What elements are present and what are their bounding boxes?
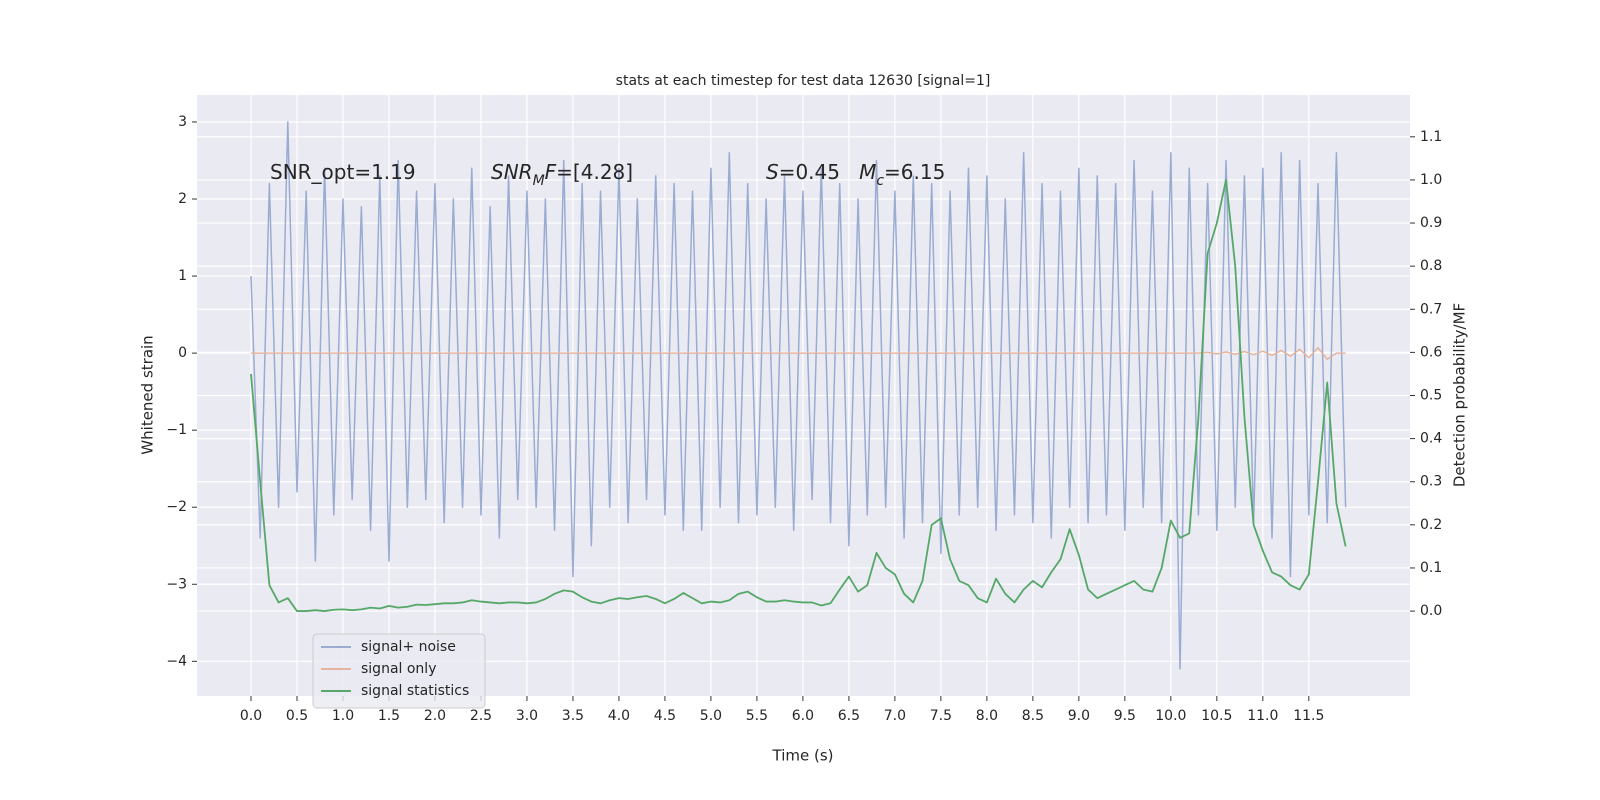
chart-title: stats at each timestep for test data 126…: [616, 73, 991, 89]
annotation-part: S: [766, 160, 779, 184]
x-tick-label: 2.0: [424, 708, 446, 724]
legend-label: signal statistics: [361, 683, 469, 699]
x-tick-label: 3.5: [562, 708, 584, 724]
y2-axis-label: Detection probability/MF: [1451, 303, 1469, 487]
x-tick-label: 10.5: [1201, 708, 1232, 724]
x-tick-label: 6.5: [838, 708, 860, 724]
y2-tick-label: 0.2: [1420, 517, 1442, 533]
x-tick-label: 1.5: [378, 708, 400, 724]
x-tick-label: 5.0: [700, 708, 722, 724]
y-axis-label: Whitened strain: [139, 335, 157, 454]
annotation: SNR_opt=1.19: [270, 160, 416, 184]
annotation-part: c: [876, 173, 884, 189]
y2-tick-label: 0.3: [1420, 474, 1442, 490]
y-tick-label: −1: [166, 422, 187, 438]
legend-label: signal only: [361, 661, 436, 677]
x-tick-label: 11.5: [1293, 708, 1324, 724]
legend-box: [312, 633, 486, 709]
annotation-part: M: [533, 173, 545, 189]
y-tick-label: 1: [178, 268, 187, 284]
y-tick-label: 3: [178, 114, 187, 130]
annotation-part: =0.45: [779, 160, 859, 184]
x-tick-label: 2.5: [470, 708, 492, 724]
x-tick-label: 7.5: [930, 708, 952, 724]
x-tick-label: 9.5: [1114, 708, 1136, 724]
series-line: [250, 121, 1347, 670]
annotations: SNR_opt=1.19 SNRMF=[4.28] S=0.45 Mc=6.15: [270, 160, 945, 190]
x-tick-label: 8.5: [1022, 708, 1044, 724]
x-tick-label: 3.0: [516, 708, 538, 724]
annotation-part: =6.15: [884, 160, 945, 184]
x-tick-label: 9.0: [1068, 708, 1090, 724]
annotation: SNRMF=[4.28]: [491, 160, 633, 190]
marks: [250, 121, 1347, 670]
annotation-part: F: [545, 160, 557, 184]
y2-tick-label: 0.4: [1420, 431, 1442, 447]
x-tick-label: 11.0: [1247, 708, 1278, 724]
x-tick-label: 10.0: [1155, 708, 1186, 724]
y2-tick-label: 0.1: [1420, 560, 1442, 576]
x-tick-label: 8.0: [976, 708, 998, 724]
y-tick-label: −4: [166, 653, 187, 669]
x-tick-label: 4.0: [608, 708, 630, 724]
y2-tick-label: 0.8: [1420, 258, 1442, 274]
x-axis-label: Time (s): [772, 747, 834, 765]
series-line: [250, 179, 1347, 612]
annotation-part: SNR: [491, 160, 533, 184]
y2-tick-label: 0.5: [1420, 388, 1442, 404]
x-tick-label: 4.5: [654, 708, 676, 724]
x-tick-label: 6.0: [792, 708, 814, 724]
y2-tick-label: 1.0: [1420, 172, 1442, 188]
y-tick-label: 0: [178, 345, 187, 361]
y2-tick-label: 0.0: [1420, 603, 1442, 619]
x-tick-label: 0.0: [240, 708, 262, 724]
y2-tick-label: 1.1: [1420, 129, 1442, 145]
y-tick-label: 2: [178, 191, 187, 207]
x-tick-label: 0.5: [286, 708, 308, 724]
y2-tick-label: 0.7: [1420, 301, 1442, 317]
x-tick-label: 5.5: [746, 708, 768, 724]
x-tick-label: 7.0: [884, 708, 906, 724]
y2-tick-label: 0.6: [1420, 344, 1442, 360]
annotation-part: =[4.28]: [556, 160, 633, 184]
series-line: [250, 346, 1346, 361]
y-tick-label: −3: [166, 576, 187, 592]
annotation-part: SNR_opt=1.19: [270, 160, 416, 184]
y-tick-label: −2: [166, 499, 187, 515]
legend-label: signal+ noise: [361, 639, 456, 655]
annotation-part: M: [859, 160, 876, 184]
x-tick-label: 1.0: [332, 708, 354, 724]
y2-tick-label: 0.9: [1420, 215, 1442, 231]
legend: signal+ noise signal only signal statistic…: [312, 633, 486, 709]
annotation: S=0.45 Mc=6.15: [766, 160, 945, 190]
